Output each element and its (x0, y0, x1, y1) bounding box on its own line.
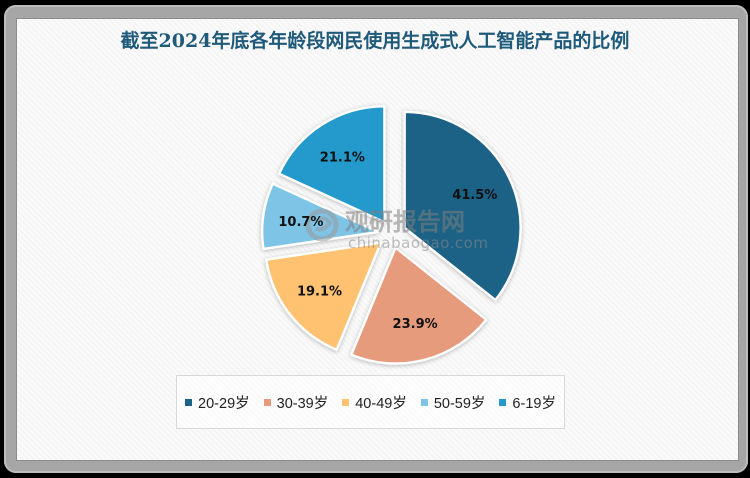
slice-data-label: 19.1% (297, 285, 342, 300)
pie-slice-20-29 (403, 110, 522, 302)
legend-label: 6-19岁 (512, 395, 556, 412)
legend-swatch (263, 398, 271, 406)
legend-label: 50-59岁 (433, 395, 486, 412)
slice-data-label: 23.9% (393, 317, 438, 332)
legend-label: 20-29岁 (198, 395, 250, 412)
legend-label: 40-49岁 (355, 395, 407, 412)
chart-title: 截至2024年底各年龄段网民使用生成式人工智能产品的比例 (120, 30, 630, 52)
legend-label: 30-39岁 (276, 395, 329, 412)
slice-data-label: 10.7% (278, 215, 323, 230)
slice-data-label: 41.5% (452, 188, 497, 203)
watermark-logo-icon (305, 208, 339, 242)
pie-slice-30-39 (349, 246, 488, 365)
legend-item-6-19: 6-19岁 (499, 392, 556, 413)
watermark: 观研报告网 chinabaogao.com (305, 208, 488, 252)
pie-slice-50-59 (260, 182, 380, 251)
svg-text:chinabaogao.com: chinabaogao.com (348, 234, 488, 252)
legend-item-20-29: 20-29岁 (185, 392, 250, 413)
chart-panel (16, 18, 739, 461)
legend-item-30-39: 30-39岁 (263, 392, 329, 413)
svg-text:观研报告网: 观研报告网 (345, 208, 465, 236)
legend-swatch (420, 398, 428, 406)
legend-swatch (342, 398, 350, 406)
pie-slice-40-49 (264, 241, 383, 352)
slice-data-label: 21.1% (320, 151, 365, 166)
legend-item-50-59: 50-59岁 (420, 392, 486, 413)
legend-swatch (499, 398, 507, 406)
pie-slice-6-19 (277, 104, 386, 224)
legend-swatch (185, 398, 193, 406)
legend-item-40-49: 40-49岁 (342, 392, 407, 413)
chart-legend: 20-29岁 30-39岁 40-49岁 50-59岁 6-19岁 (176, 375, 565, 429)
